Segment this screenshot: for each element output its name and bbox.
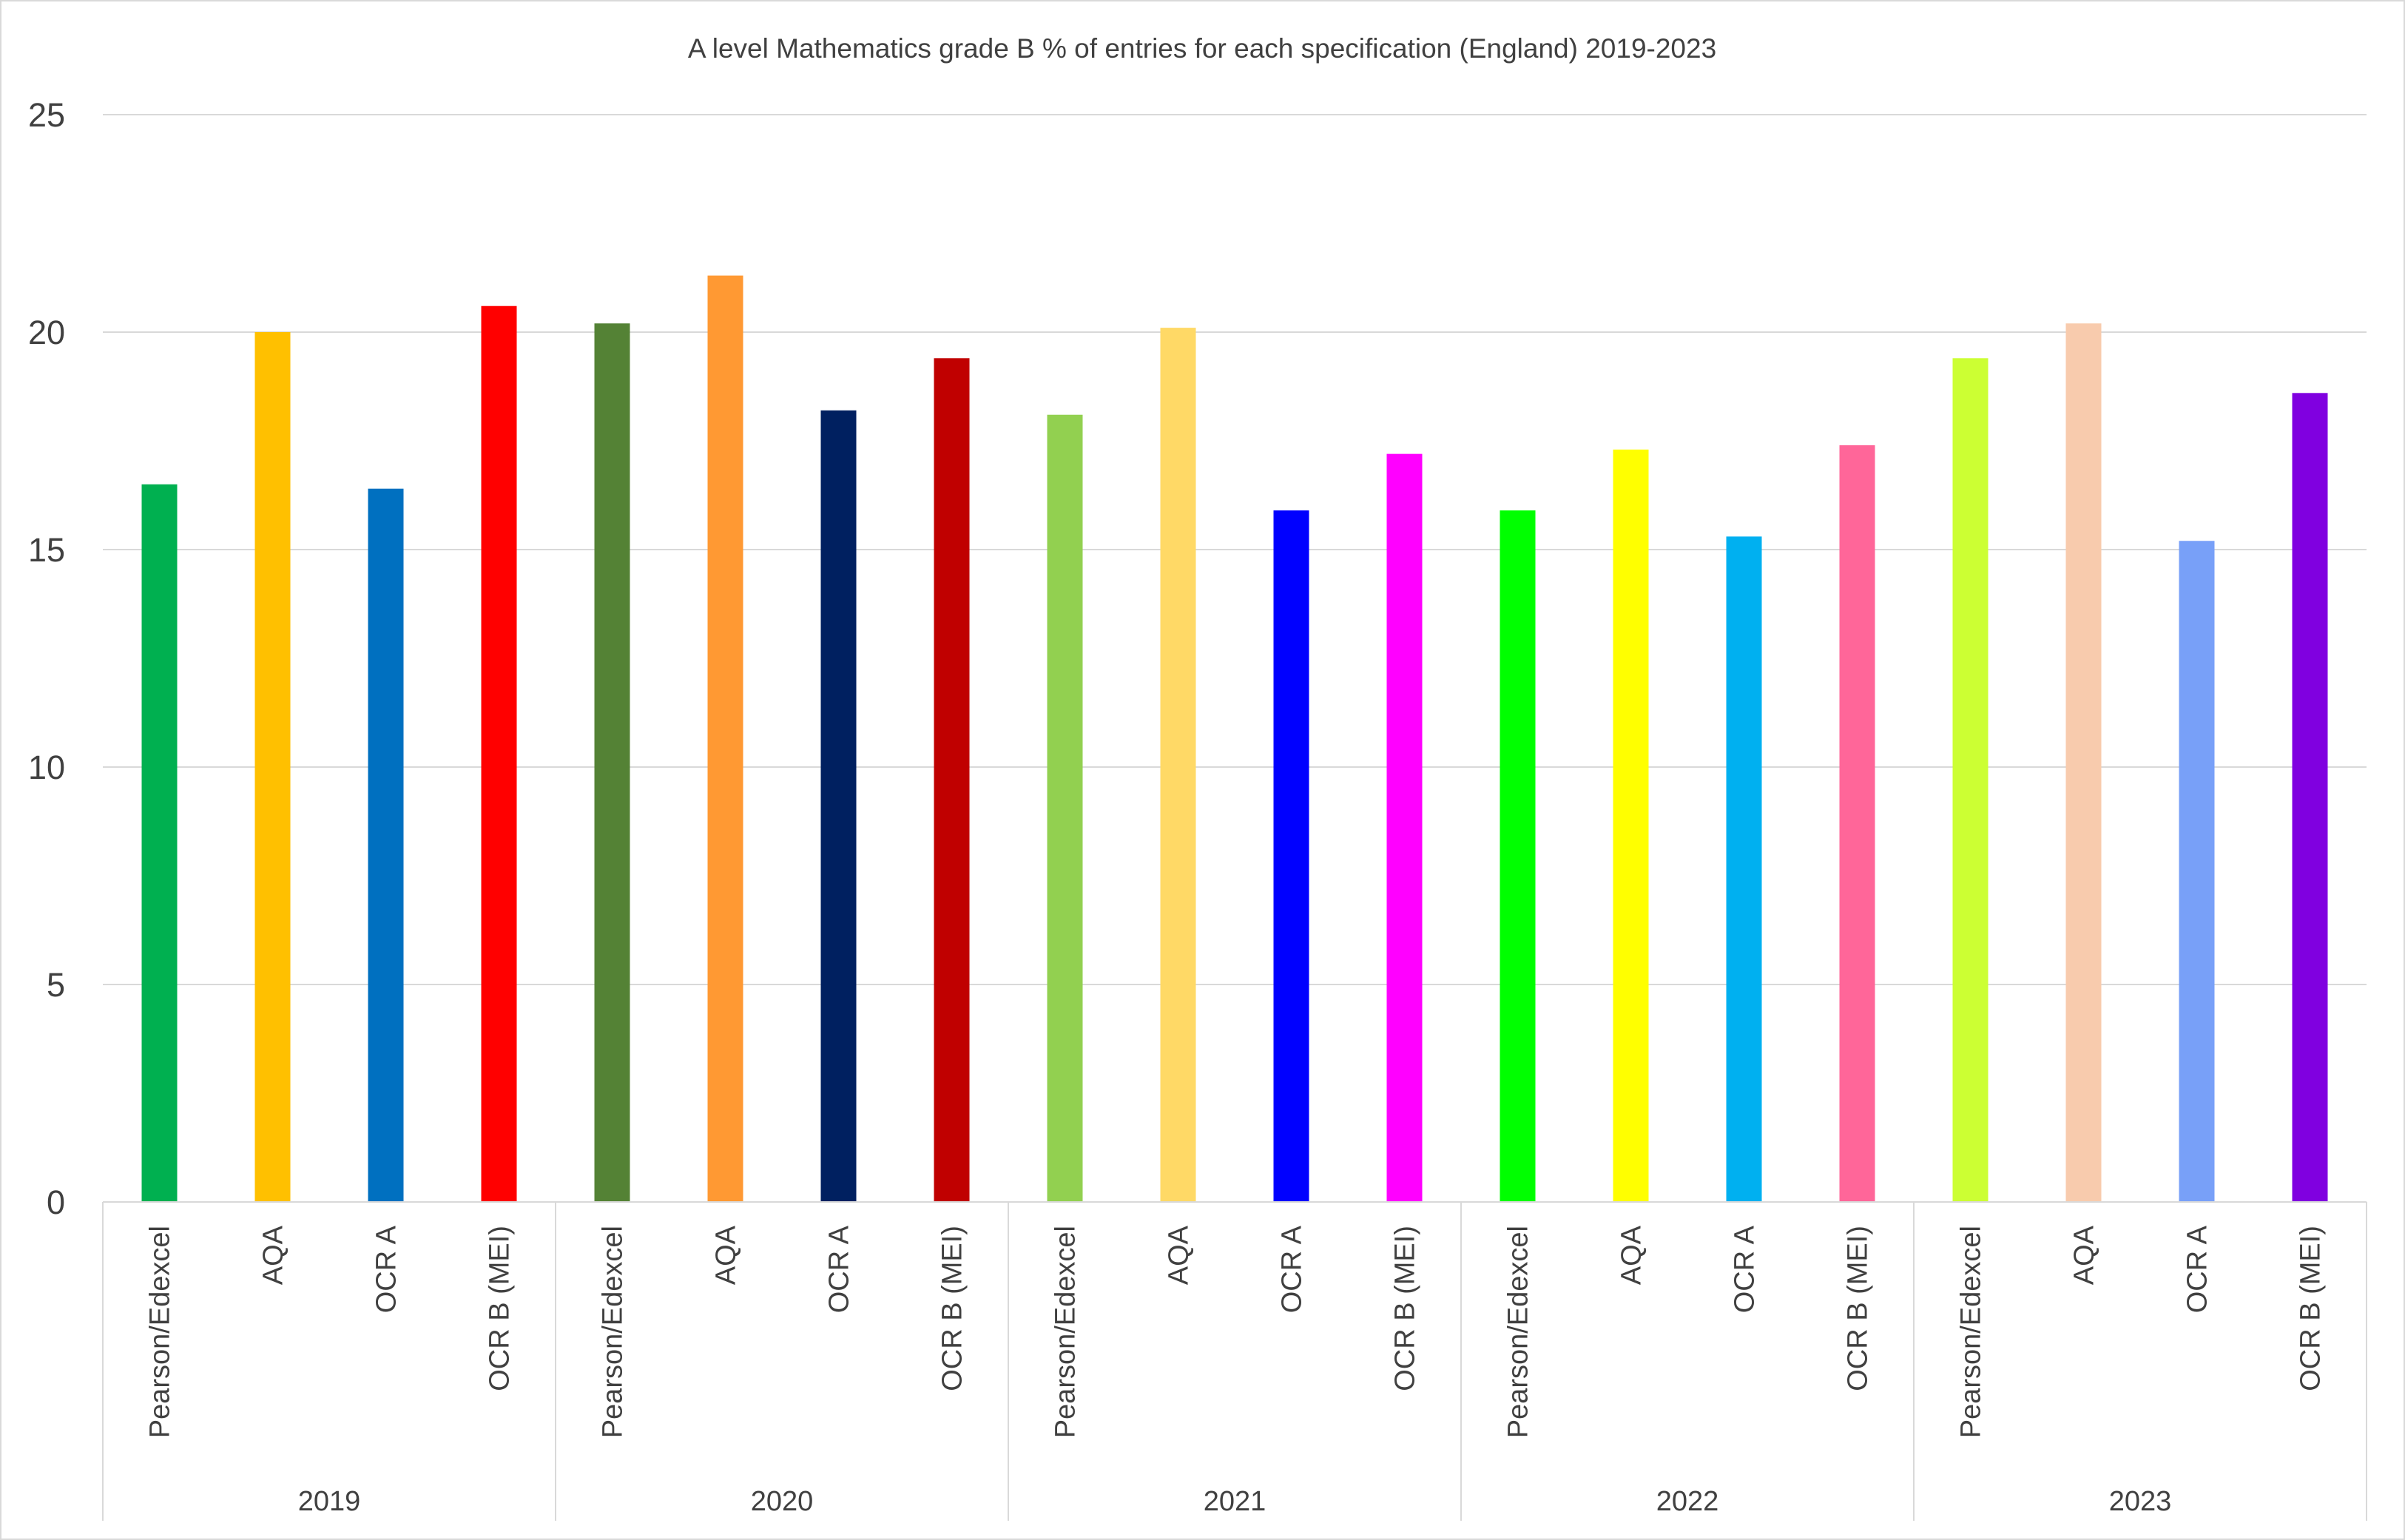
y-tick-label: 0 [47,1183,65,1221]
year-label: 2020 [751,1486,814,1517]
bar [1273,510,1309,1202]
category-label: OCR B (MEI) [937,1226,968,1391]
year-label: 2023 [2109,1486,2172,1517]
bar [2065,323,2102,1202]
category-label: Pearson/Edexcel [598,1226,629,1438]
bar [2292,393,2328,1202]
chart-title: A level Mathematics grade B % of entries… [688,33,1716,64]
category-label: OCR B (MEI) [1843,1226,1874,1391]
y-tick-label: 20 [28,314,65,351]
category-label: AQA [258,1225,289,1285]
bar [1839,445,1875,1202]
bar [481,305,517,1203]
category-label: OCR A [1730,1225,1761,1313]
category-label: OCR A [1277,1225,1308,1313]
category-label: AQA [1164,1225,1195,1285]
bar [1726,536,1762,1202]
year-label: 2019 [298,1486,361,1517]
bar [368,488,404,1202]
bar [1500,510,1536,1202]
bar [1160,328,1196,1202]
bar [820,410,857,1202]
bar [1386,453,1423,1202]
category-label: OCR A [824,1225,855,1313]
year-label: 2022 [1656,1486,1719,1517]
category-label: OCR B (MEI) [1390,1226,1421,1391]
bar [1047,414,1083,1202]
year-label: 2021 [1204,1486,1266,1517]
y-tick-label: 25 [28,96,65,134]
bar [1952,358,1989,1202]
category-label: Pearson/Edexcel [1503,1226,1534,1438]
bar [254,332,291,1202]
bar [594,323,630,1202]
y-tick-label: 15 [28,531,65,569]
category-label: OCR B (MEI) [485,1226,516,1391]
bar [707,275,743,1202]
y-tick-label: 5 [47,966,65,1004]
category-label: OCR A [2182,1225,2213,1313]
category-label: AQA [1616,1225,1647,1285]
bar [141,484,178,1202]
category-label: OCR A [371,1225,402,1313]
category-label: OCR B (MEI) [2296,1226,2327,1391]
category-label: AQA [2069,1225,2100,1285]
bar [2179,541,2215,1202]
y-tick-label: 10 [28,749,65,786]
category-label: Pearson/Edexcel [1956,1226,1987,1438]
bar [1613,449,1649,1202]
category-label: AQA [711,1225,742,1285]
category-label: Pearson/Edexcel [1050,1226,1082,1438]
category-label: Pearson/Edexcel [145,1226,176,1438]
bar [934,358,970,1202]
